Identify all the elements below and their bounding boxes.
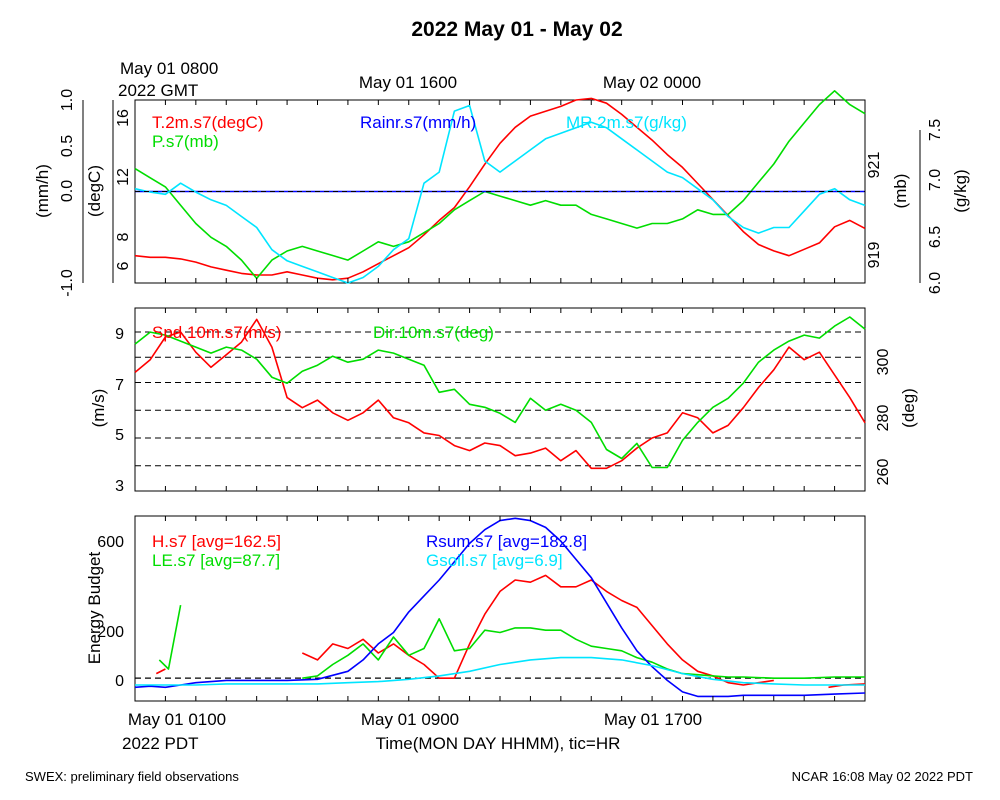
panel-energy: 600 200 0 Energy Budget H.s7 [avg=162.5]… [85, 515, 866, 702]
legend-mr: MR.2m.s7(g/kg) [566, 113, 687, 132]
bottom-axis-title: Time(MON DAY HHMM), tic=HR [376, 734, 621, 753]
legend-dir: Dir.10m.s7(deg) [373, 323, 494, 342]
temp-tick-label: 16 [115, 109, 132, 127]
spd-tick-label: 7 [115, 377, 124, 394]
mr-tick-label: 7.0 [927, 169, 944, 191]
mr-tick-label: 7.5 [927, 119, 944, 141]
series-line-le [158, 604, 865, 679]
energy-tick-label: 600 [97, 534, 124, 551]
temp-tick-label: 12 [115, 168, 132, 186]
top-time-label: May 02 0000 [603, 73, 701, 92]
dir-tick-label: 280 [875, 405, 892, 432]
series-line-mr [134, 104, 866, 284]
mr-tick-label: 6.0 [927, 272, 944, 294]
top-time-start-label: May 01 0800 [120, 59, 218, 78]
pres-axis-label: (mb) [891, 174, 910, 209]
top-time-label: May 01 1600 [359, 73, 457, 92]
bottom-time-start-label-2: 2022 PDT [122, 734, 199, 753]
mr-axis-label: (g/kg) [951, 169, 970, 212]
bottom-time-label: May 01 0900 [361, 710, 459, 729]
dir-axis-label: (deg) [899, 388, 918, 428]
energy-tick-label: 0 [115, 673, 124, 690]
legend-rsum: Rsum.s7 [avg=182.8] [426, 532, 587, 551]
pres-tick-label: 921 [866, 152, 883, 179]
rain-tick-label: -1.0 [59, 269, 76, 297]
rain-tick-label: 0.0 [59, 180, 76, 202]
legend-h: H.s7 [avg=162.5] [152, 532, 281, 551]
legend-spd: Spd.10m.s7(m/s) [152, 323, 281, 342]
footer-right: NCAR 16:08 May 02 2022 PDT [792, 769, 973, 784]
energy-tick-label: 200 [97, 624, 124, 641]
top-time-start-label-2: 2022 GMT [118, 81, 198, 100]
spd-tick-label: 5 [115, 427, 124, 444]
rain-tick-label: 0.5 [59, 135, 76, 157]
legend-pres: P.s7(mb) [152, 132, 219, 151]
legend-gsoil: Gsoil.s7 [avg=6.9] [426, 551, 563, 570]
legend-rain: Rainr.s7(mm/h) [360, 113, 476, 132]
legend-le: LE.s7 [avg=87.7] [152, 551, 280, 570]
dir-tick-label: 260 [875, 459, 892, 486]
footer-left: SWEX: preliminary field observations [25, 769, 239, 784]
spd-axis-label: (m/s) [89, 389, 108, 428]
legend-temp: T.2m.s7(degC) [152, 113, 263, 132]
rain-tick-label: 1.0 [59, 89, 76, 111]
temp-axis-label: (degC) [85, 165, 104, 217]
spd-tick-label: 3 [115, 478, 124, 495]
panel-wind: 9 7 5 3 (m/s) 300 280 260 (deg) Spd.10m.… [89, 307, 918, 495]
bottom-time-label: May 01 1700 [604, 710, 702, 729]
series-line-dir [134, 316, 866, 469]
panel-thermo: 1.0 0.5 0.0 -1.0 (mm/h) 16 12 8 6 (degC)… [33, 89, 970, 297]
pres-tick-label: 919 [866, 242, 883, 269]
bottom-time-label: May 01 0100 [128, 710, 226, 729]
rain-axis-label: (mm/h) [33, 164, 52, 218]
series-line-spd [134, 318, 866, 470]
dir-tick-label: 300 [875, 349, 892, 376]
energy-axis-label: Energy Budget [85, 551, 104, 664]
series-line-rsum [134, 517, 866, 698]
temp-tick-label: 6 [115, 261, 132, 270]
series-line-gsoil [135, 656, 865, 686]
temp-tick-label: 8 [115, 232, 132, 241]
mr-tick-label: 6.5 [927, 226, 944, 248]
spd-tick-label: 9 [115, 326, 124, 343]
chart-title: 2022 May 01 - May 02 [411, 18, 622, 41]
series-line-t [134, 97, 866, 281]
